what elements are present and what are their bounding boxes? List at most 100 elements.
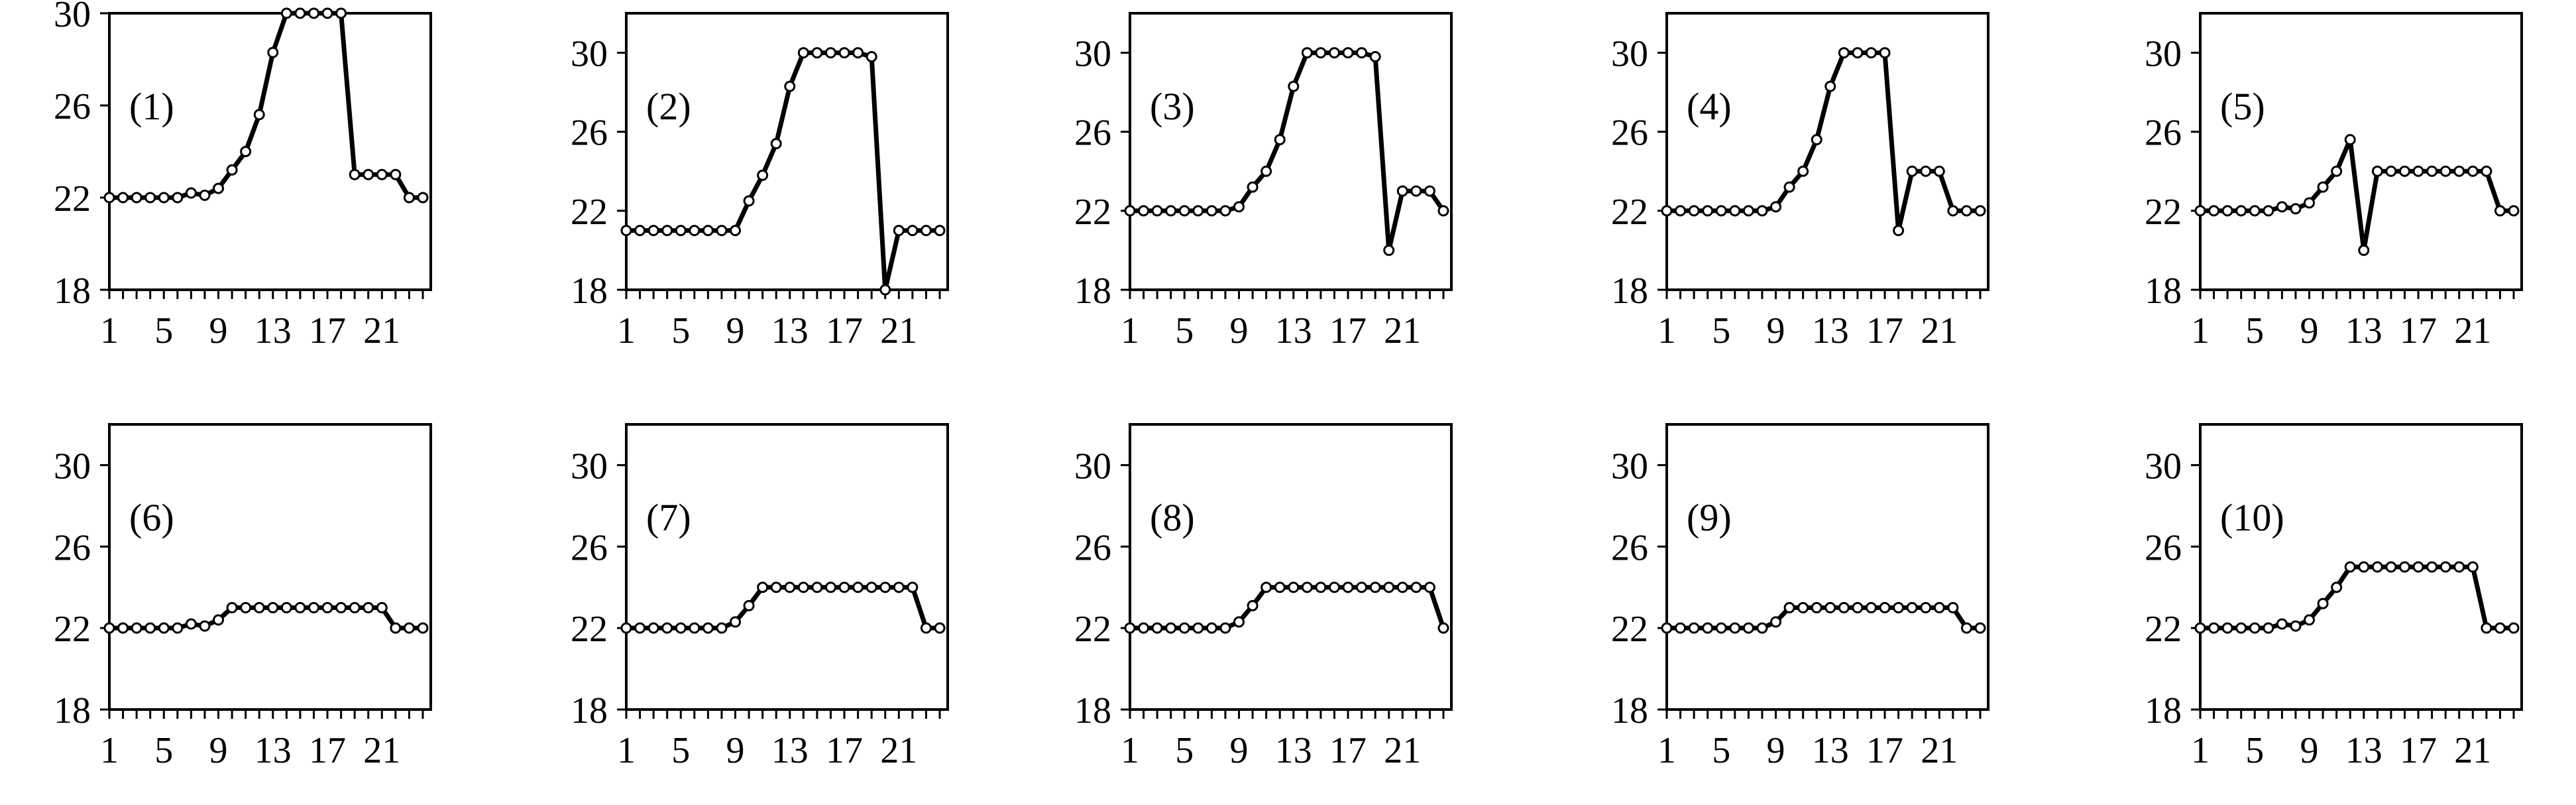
data-point — [811, 582, 823, 593]
data-point — [199, 620, 211, 632]
x-tick-label: 5 — [1712, 310, 1730, 351]
data-point — [417, 192, 429, 204]
panel-label: (1) — [129, 85, 174, 128]
data-point — [103, 192, 115, 204]
data-point — [253, 109, 265, 121]
data-point — [852, 582, 864, 593]
data-point — [689, 622, 700, 634]
data-point — [2344, 561, 2356, 573]
data-point — [1811, 134, 1822, 146]
data-point — [852, 47, 864, 59]
data-point — [2508, 205, 2520, 217]
data-point — [920, 225, 932, 237]
data-point — [1151, 205, 1163, 217]
plot-frame — [1665, 423, 1989, 711]
y-tick-label: 26 — [54, 527, 91, 568]
x-tick-label: 21 — [880, 730, 917, 771]
data-point — [1328, 47, 1340, 59]
data-point — [1205, 205, 1217, 217]
panel-label: (5) — [2220, 85, 2265, 128]
data-point — [1138, 622, 1150, 634]
data-point — [770, 582, 782, 593]
chart-panel: 18 22 26 30 1 5 9 13 17 21 (2) — [571, 12, 949, 351]
series-line — [2200, 137, 2514, 253]
y-tick-label: 18 — [571, 271, 608, 312]
chart-panel: 18 22 26 30 1 5 9 13 17 21 (3) — [1074, 12, 1453, 351]
data-point — [267, 601, 279, 613]
plot-frame — [1129, 423, 1453, 711]
data-point — [743, 195, 755, 207]
x-tick-label: 13 — [1275, 730, 1312, 771]
data-point — [185, 187, 197, 199]
y-tick-label: 18 — [1611, 690, 1648, 731]
data-point — [1933, 601, 1945, 613]
data-point — [1729, 205, 1741, 217]
series-line — [626, 585, 940, 631]
data-point — [240, 601, 252, 613]
y-tick-label: 22 — [2145, 609, 2182, 650]
data-point — [1675, 205, 1687, 217]
data-point — [1797, 601, 1809, 613]
data-point — [1838, 601, 1850, 613]
data-point — [2426, 561, 2438, 573]
data-point — [1688, 205, 1700, 217]
data-point — [879, 284, 891, 296]
data-point — [1437, 205, 1449, 217]
data-point — [907, 582, 919, 593]
panel-label: (10) — [2220, 496, 2284, 539]
x-tick-label: 5 — [1175, 310, 1194, 351]
x-tick-label: 17 — [1866, 310, 1903, 351]
y-tick-label: 22 — [2145, 192, 2182, 233]
data-point — [376, 168, 388, 180]
plot-frame — [625, 423, 949, 711]
data-point — [1783, 181, 1795, 193]
data-point — [1824, 601, 1836, 613]
y-tick-label: 18 — [1074, 271, 1111, 312]
data-point — [1369, 51, 1381, 63]
y-tick-label: 30 — [54, 446, 91, 487]
data-point — [1960, 205, 1972, 217]
y-tick-label: 18 — [54, 271, 91, 312]
data-point — [1315, 47, 1327, 59]
x-tick-label: 1 — [1121, 730, 1139, 771]
x-tick-label: 21 — [363, 730, 400, 771]
y-tick-label: 26 — [2145, 113, 2182, 154]
data-point — [1783, 601, 1795, 613]
x-tick-label: 21 — [2454, 730, 2491, 771]
series-line — [1130, 50, 1445, 253]
x-tick-label: 9 — [726, 310, 745, 351]
x-tick-label: 13 — [1275, 310, 1312, 351]
x-tick-label: 1 — [100, 730, 119, 771]
y-tick-label: 26 — [1611, 113, 1648, 154]
chart-panel: 18 22 26 30 1 5 9 13 17 21 (10) — [2145, 423, 2523, 771]
x-tick-label: 13 — [771, 310, 809, 351]
data-point — [2194, 205, 2206, 217]
x-tick-label: 17 — [2400, 730, 2437, 771]
panel-label: (3) — [1150, 85, 1195, 128]
data-point — [2331, 165, 2343, 177]
data-point — [2453, 165, 2465, 177]
data-point — [1288, 582, 1300, 593]
data-point — [1920, 165, 1932, 177]
panel-label: (9) — [1687, 496, 1732, 539]
data-point — [1838, 47, 1850, 59]
data-point — [1178, 205, 1190, 217]
data-point — [172, 192, 184, 204]
y-tick-label: 18 — [571, 690, 608, 731]
data-point — [1824, 80, 1836, 92]
y-tick-label: 18 — [1074, 690, 1111, 731]
data-point — [1342, 582, 1354, 593]
data-point — [1138, 205, 1150, 217]
x-tick-label: 1 — [1657, 310, 1676, 351]
data-point — [1715, 622, 1727, 634]
data-point — [634, 622, 646, 634]
data-point — [2304, 197, 2316, 209]
data-point — [2235, 205, 2247, 217]
data-point — [349, 601, 361, 613]
data-point — [702, 622, 714, 634]
y-tick-label: 18 — [54, 690, 91, 731]
data-point — [838, 47, 850, 59]
data-point — [824, 582, 836, 593]
data-point — [784, 80, 796, 92]
data-point — [893, 582, 905, 593]
